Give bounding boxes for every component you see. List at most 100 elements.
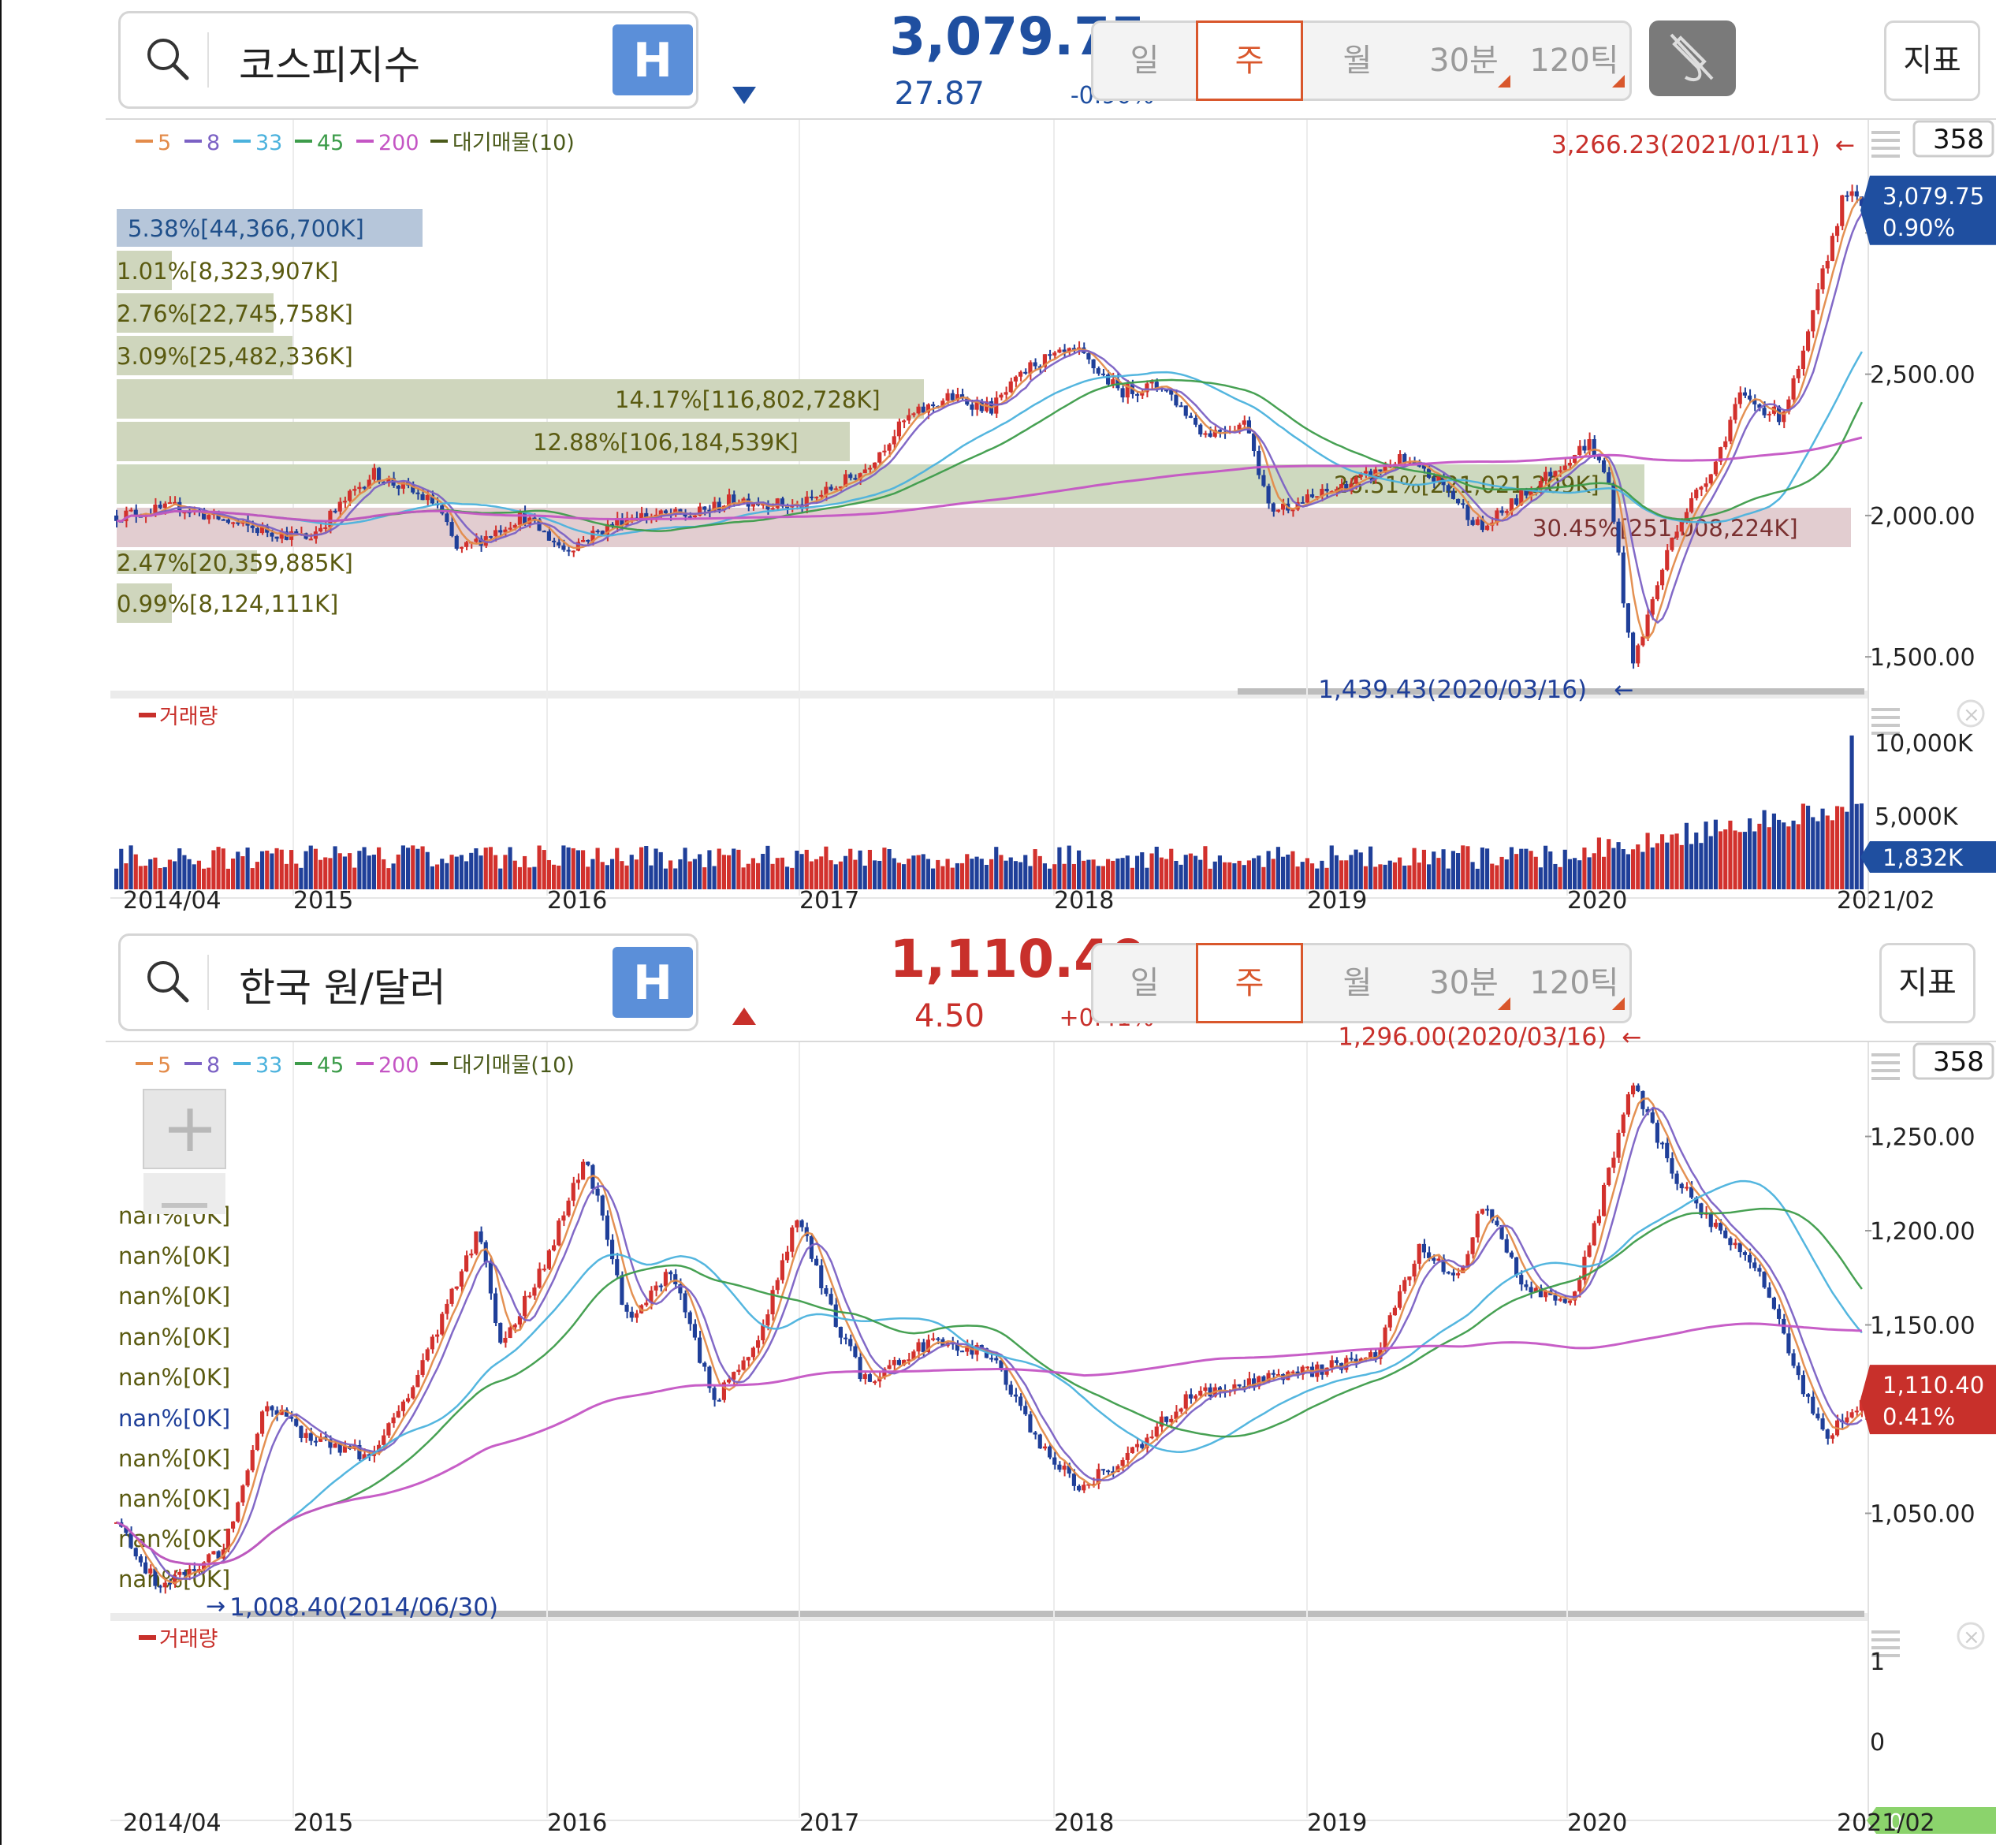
- candle-body: [1679, 1183, 1684, 1189]
- candle-body: [337, 1443, 342, 1453]
- period-120tick[interactable]: 120틱: [1519, 945, 1629, 1021]
- menu-icon: [1871, 147, 1900, 150]
- candle-body: [1538, 480, 1543, 490]
- candle-body: [1261, 1376, 1266, 1382]
- period-30min[interactable]: 30분: [1413, 945, 1515, 1021]
- volume-bar: [348, 853, 352, 889]
- candle-body: [1524, 490, 1529, 496]
- candle-body: [1752, 399, 1757, 404]
- candle-body: [415, 1374, 420, 1388]
- candle-body: [1052, 352, 1057, 356]
- period-120tick[interactable]: 120틱: [1519, 23, 1629, 99]
- volume-bar: [624, 865, 629, 889]
- indicator-button[interactable]: 지표: [1879, 943, 1976, 1023]
- candle-body: [1067, 348, 1071, 352]
- candle-body: [1135, 1444, 1140, 1447]
- volume-bar: [1660, 834, 1665, 889]
- candle-body: [1369, 1352, 1373, 1358]
- candle-body: [887, 444, 892, 451]
- candle-body: [474, 1231, 479, 1254]
- volume-bar: [1845, 811, 1849, 889]
- period-week[interactable]: 주: [1196, 943, 1303, 1023]
- candle-body: [1509, 1252, 1514, 1257]
- time-axis-label: 2020: [1567, 887, 1627, 915]
- candle-body: [1854, 191, 1859, 197]
- instrument-name[interactable]: 한국 원/달러: [239, 965, 446, 1011]
- candle-body: [1048, 354, 1052, 356]
- candle-body: [1125, 1452, 1130, 1460]
- volume-bar: [615, 848, 620, 889]
- instrument-name[interactable]: 코스피지수: [239, 43, 420, 88]
- kospi-chart[interactable]: 1,500.002,000.002,500.003,000.0058334520…: [0, 0, 1996, 922]
- volume-bar: [187, 859, 192, 889]
- candle-body: [1577, 445, 1582, 456]
- candle-body: [1052, 1457, 1057, 1465]
- search-box[interactable]: 코스피지수 H: [118, 11, 698, 109]
- period-30min[interactable]: 30분: [1413, 23, 1515, 99]
- candle-body: [1475, 519, 1480, 525]
- candle-body: [1699, 486, 1704, 490]
- period-month[interactable]: 월: [1342, 965, 1372, 1001]
- h-button[interactable]: H: [613, 947, 693, 1018]
- h-button[interactable]: H: [613, 24, 693, 95]
- candle-body: [552, 540, 557, 542]
- candle-body: [1465, 1254, 1470, 1266]
- candle-body: [1237, 1384, 1242, 1387]
- candle-body: [162, 503, 167, 509]
- candle-body: [371, 468, 376, 480]
- volume-profile-label: nan%[0K]: [118, 1364, 230, 1391]
- candle-body: [1602, 1184, 1607, 1216]
- period-day[interactable]: 일: [1130, 43, 1160, 79]
- candle-body: [1212, 430, 1217, 437]
- volume-bar: [1212, 861, 1217, 889]
- period-30min-label: 30분: [1429, 43, 1499, 79]
- volume-bar: [1699, 843, 1704, 889]
- period-week[interactable]: 주: [1196, 20, 1303, 101]
- candle-body: [1704, 483, 1708, 487]
- krw-usd-chart[interactable]: 1,050.001,100.001,150.001,200.001,250.00…: [0, 922, 1996, 1845]
- legend-label: 5: [158, 131, 171, 155]
- candle-body: [1037, 366, 1042, 368]
- period-day[interactable]: 일: [1130, 965, 1160, 1001]
- candle-body: [732, 1372, 736, 1380]
- candle-body: [279, 531, 284, 539]
- dropdown-corner-icon: [1498, 997, 1510, 1010]
- volume-bar: [508, 847, 512, 889]
- draw-tool-button[interactable]: [1649, 20, 1736, 96]
- candle-body: [167, 502, 172, 505]
- moving-average-8: [116, 1106, 1863, 1580]
- volume-bar: [775, 858, 780, 889]
- volume-bar: [561, 845, 566, 889]
- volume-bar: [1752, 831, 1757, 889]
- candle-body: [1421, 465, 1426, 469]
- legend-label: 45: [317, 1053, 344, 1078]
- menu-icon: [1871, 1061, 1900, 1064]
- candle-body: [1602, 460, 1607, 473]
- candle-body: [1310, 494, 1315, 497]
- period-month[interactable]: 월: [1342, 43, 1372, 79]
- candle-body: [1217, 1387, 1222, 1392]
- candle-body: [1538, 1287, 1543, 1298]
- candle-body: [1242, 1386, 1246, 1388]
- indicator-button[interactable]: 지표: [1884, 20, 1980, 101]
- candle-body: [809, 1235, 814, 1259]
- menu-icon: [1871, 1646, 1900, 1649]
- volume-bar: [1023, 855, 1028, 889]
- candle-body: [620, 518, 624, 526]
- candle-body: [1645, 1108, 1650, 1112]
- volume-bar: [400, 845, 405, 889]
- candle-body: [523, 512, 527, 524]
- candle-body: [430, 1336, 434, 1350]
- candle-body: [658, 510, 663, 515]
- candle-body: [829, 1294, 833, 1305]
- legend-swatch: [356, 140, 374, 143]
- volume-bar: [202, 868, 207, 889]
- volume-profile-bar: [117, 508, 1851, 547]
- volume-bar: [1018, 862, 1023, 889]
- candle-body: [449, 522, 454, 536]
- search-box[interactable]: 한국 원/달러 H: [118, 933, 698, 1031]
- volume-bar: [1427, 864, 1432, 889]
- volume-bar: [629, 855, 634, 889]
- volume-bar: [654, 848, 658, 889]
- volume-bar: [1514, 854, 1519, 889]
